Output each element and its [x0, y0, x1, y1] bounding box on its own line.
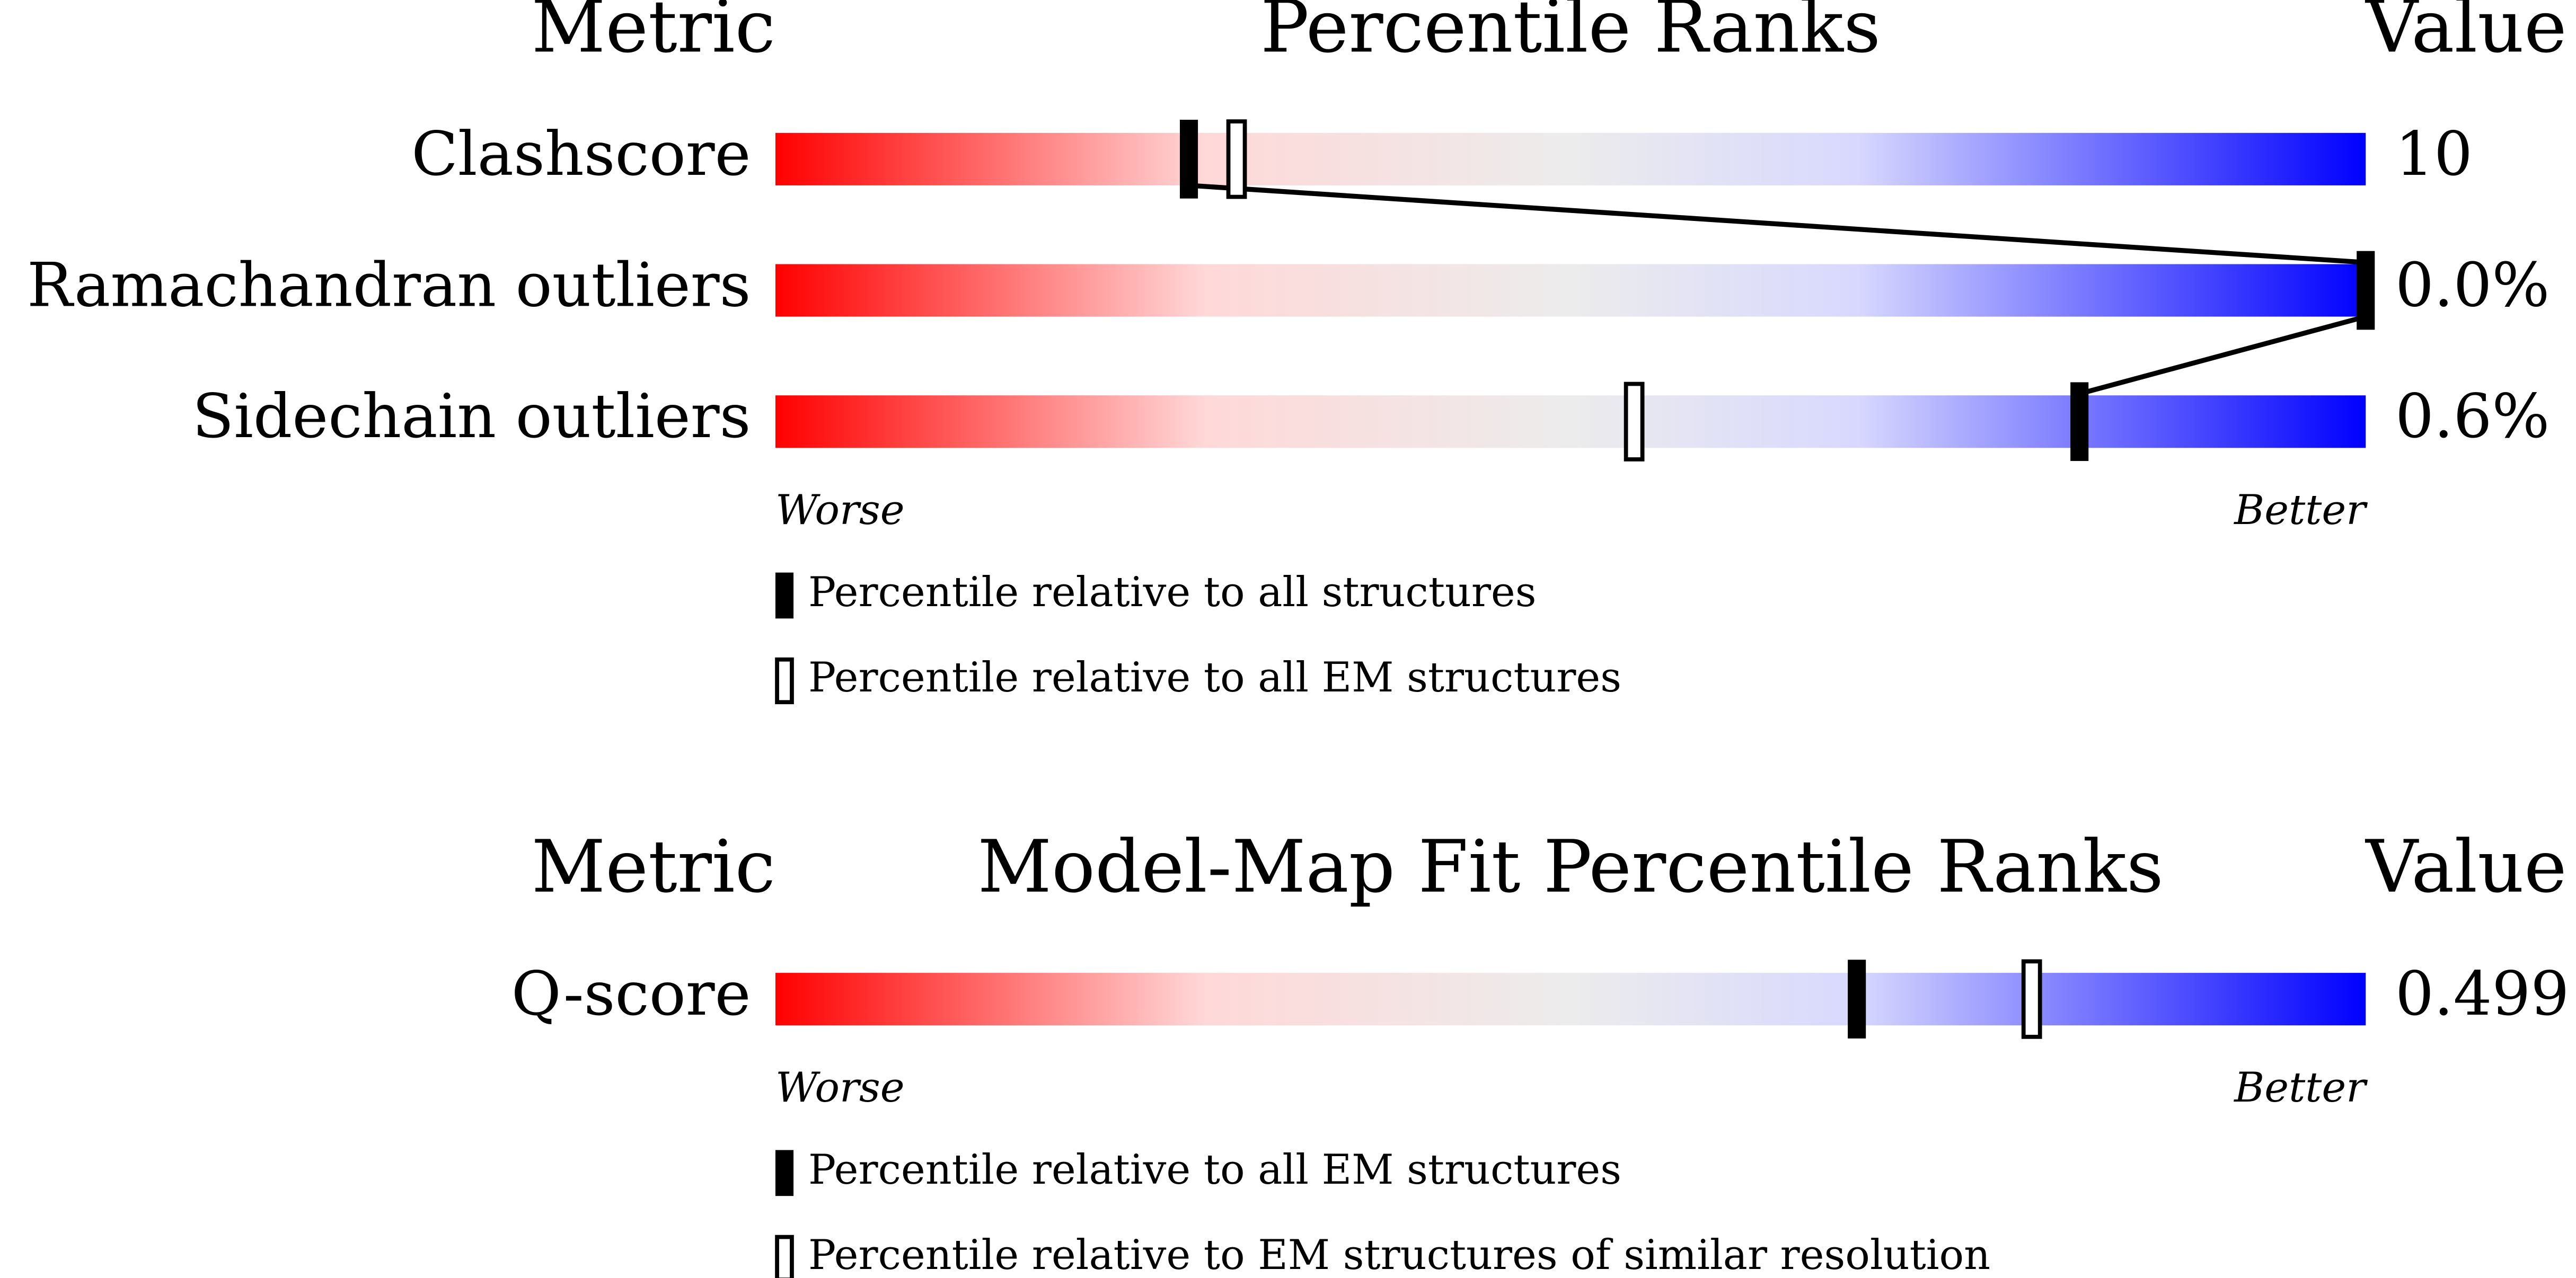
marker-outline — [2021, 959, 2042, 1039]
slider-bar — [775, 132, 2366, 185]
metric-value: 0.0% — [2395, 251, 2549, 321]
legend-icon-filled — [775, 1150, 794, 1196]
marker-filled — [2070, 382, 2089, 462]
worse-label: Worse — [775, 486, 905, 534]
marker-filled — [1179, 120, 1198, 199]
slider-bar — [775, 973, 2366, 1026]
metric-value: 10 — [2395, 119, 2473, 190]
slider-bar — [775, 264, 2366, 317]
header-value: Value — [2365, 0, 2566, 69]
legend-icon-filled — [775, 572, 794, 619]
legend-icon-outline — [775, 657, 794, 705]
header-metric: Metric — [532, 0, 775, 69]
legend-icon-outline — [775, 1235, 794, 1278]
header-value: Value — [2365, 825, 2566, 909]
connector — [1188, 183, 2366, 265]
legend-label: Percentile relative to all EM structures — [808, 654, 1621, 702]
metric-label: Clashscore — [411, 119, 751, 190]
chart-title: Model-Map Fit Percentile Ranks — [977, 825, 2163, 909]
metric-value: 0.6% — [2395, 381, 2549, 452]
better-label: Better — [2233, 1064, 2368, 1112]
legend-label: Percentile relative to EM structures of … — [808, 1231, 1990, 1278]
metric-label: Sidechain outliers — [192, 381, 751, 452]
metric-label: Q-score — [511, 959, 751, 1030]
metric-value: 0.499 — [2395, 959, 2569, 1030]
marker-filled — [1848, 960, 1866, 1039]
chart-title: Percentile Ranks — [1260, 0, 1881, 69]
header-metric: Metric — [532, 825, 775, 909]
better-label: Better — [2233, 486, 2368, 534]
marker-outline — [1226, 119, 1247, 199]
slider-bar — [775, 395, 2366, 448]
worse-label: Worse — [775, 1064, 905, 1112]
legend-label: Percentile relative to all EM structures — [808, 1146, 1621, 1194]
marker-filled — [2357, 251, 2375, 330]
connector — [2078, 314, 2367, 396]
legend-label: Percentile relative to all structures — [808, 569, 1537, 616]
metric-label: Ramachandran outliers — [27, 251, 751, 321]
marker-outline — [1624, 381, 1645, 462]
